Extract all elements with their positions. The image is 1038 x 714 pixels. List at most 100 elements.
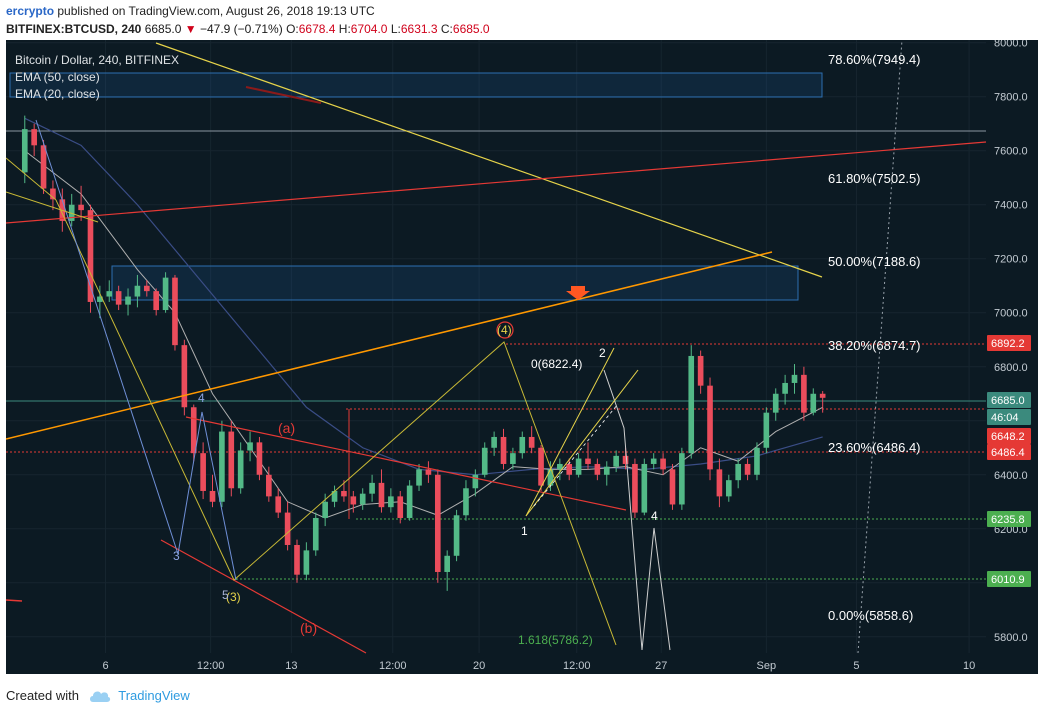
candle-body: [134, 285, 141, 297]
price-labels: 6892.2 6685.0 46:04 6648.2 6486.4 6235.8 6010.…: [987, 335, 1031, 587]
price-tag-text: 6648.2: [991, 431, 1025, 443]
price-tag: [987, 335, 1031, 351]
candle-body: [153, 291, 160, 311]
price-tag: [987, 409, 1031, 425]
candle-body: [125, 296, 131, 305]
candle-body: [772, 393, 779, 413]
candle-body: [801, 374, 807, 413]
candle-body: [266, 474, 272, 497]
price-tag: [987, 428, 1031, 444]
candle-body: [547, 469, 554, 486]
candle-body: [491, 436, 497, 448]
candle-body: [115, 291, 122, 305]
candle-body: [679, 453, 685, 505]
candle-body: [453, 515, 460, 556]
y-tick-label: 6800.0: [994, 362, 1028, 374]
candle-body: [397, 496, 404, 518]
candle-body: [247, 442, 253, 451]
x-tick-label: 10: [963, 660, 975, 672]
last-price: 6685.0: [144, 22, 182, 36]
extension-label: 1.618(5786.2): [518, 633, 593, 647]
fib-label: 23.60%(6486.4): [828, 440, 921, 455]
candle-body: [557, 463, 563, 470]
wave-5-label: 5: [222, 588, 229, 602]
legend-ema50: EMA (50, close): [15, 70, 100, 84]
candle-body: [284, 512, 291, 545]
price-tag: [987, 444, 1031, 460]
candle-body: [444, 555, 451, 572]
price-axis[interactable]: [986, 40, 1038, 674]
zone-upper: [9, 72, 823, 98]
x-tick-label: Sep: [757, 660, 777, 672]
candle-body: [162, 277, 169, 311]
candle-body: [566, 463, 573, 475]
author-link[interactable]: ercrypto: [6, 4, 55, 18]
candle-body: [87, 210, 94, 302]
low-value: 6631.3: [400, 22, 438, 36]
high-value: 6704.0: [350, 22, 388, 36]
candle-body: [378, 482, 385, 508]
candle-body: [350, 496, 357, 505]
down-arrow-icon: ▼: [184, 22, 197, 36]
tradingview-link[interactable]: TradingView: [118, 688, 190, 703]
publish-line: ercrypto published on TradingView.com, A…: [6, 4, 375, 18]
y-tick-label: 7600.0: [994, 146, 1028, 158]
candle-body: [312, 517, 319, 551]
wave-4-right-label: 4: [651, 509, 658, 523]
candle-body: [359, 493, 366, 505]
blue-wave-path: [35, 119, 237, 581]
candle-body: [632, 463, 638, 513]
open-label: O:: [286, 22, 299, 36]
candle-body: [585, 458, 591, 464]
candle-body: [481, 447, 488, 475]
candle-body: [190, 407, 197, 454]
fib-label: 50.00%(7188.6): [828, 254, 921, 269]
red-resistance-line: [6, 141, 987, 224]
yellow-trend-short: [6, 191, 99, 223]
time-axis[interactable]: [6, 653, 986, 674]
fib-label: 0.00%(5858.6): [828, 608, 913, 623]
yellow-wave-path: [6, 157, 617, 646]
wave-1-label: 1: [521, 524, 528, 538]
plot-background: [6, 40, 986, 653]
created-with-label: Created with: [6, 688, 79, 703]
y-tick-label: 7800.0: [994, 92, 1028, 104]
legend-ema20: EMA (20, close): [15, 87, 100, 101]
open-value: 6678.4: [298, 22, 336, 36]
candle-body: [181, 345, 188, 408]
candle-body: [538, 447, 544, 486]
wave-b-label: (b): [300, 620, 317, 636]
wedge-inner-line: [533, 403, 619, 507]
footer: Created with TradingView: [6, 688, 190, 706]
candle-body: [519, 436, 526, 454]
candles: [21, 115, 826, 591]
price-tag-text: 6892.2: [991, 338, 1025, 350]
high-label: H:: [338, 22, 351, 36]
yellow-downtrend-line: [155, 42, 823, 278]
candle-body: [68, 204, 75, 221]
candle-body: [106, 291, 113, 297]
candle-body: [575, 458, 582, 475]
orange-uptrend-line: [6, 251, 773, 440]
candle-body: [50, 188, 56, 200]
candle-body: [463, 488, 469, 516]
legend-title: Bitcoin / Dollar, 240, BITFINEX: [15, 53, 179, 67]
candle-body: [275, 496, 282, 513]
wave-4-label: (4): [497, 323, 512, 337]
x-tick-label: 27: [655, 660, 667, 672]
x-tick-label: 20: [473, 660, 485, 672]
candle-body: [500, 436, 507, 464]
price-tag-text: 6685.0: [991, 395, 1025, 407]
down-arrow-icon: [566, 286, 590, 300]
candle-body: [472, 474, 479, 489]
wave-3-left-label: 3: [173, 549, 180, 563]
zero-fib-label: 0(6822.4): [531, 357, 582, 371]
wedge-upper-line: [525, 347, 615, 517]
price-chart[interactable]: 78.60%(7949.4) 61.80%(7502.5) 50.00%(7188.…: [6, 40, 1038, 674]
price-tag: [987, 571, 1031, 587]
red-channel-lower: [160, 539, 367, 654]
candle-body: [303, 550, 310, 575]
candle-body: [31, 129, 37, 146]
red-left-stub: [6, 599, 23, 602]
candle-body: [143, 285, 150, 292]
